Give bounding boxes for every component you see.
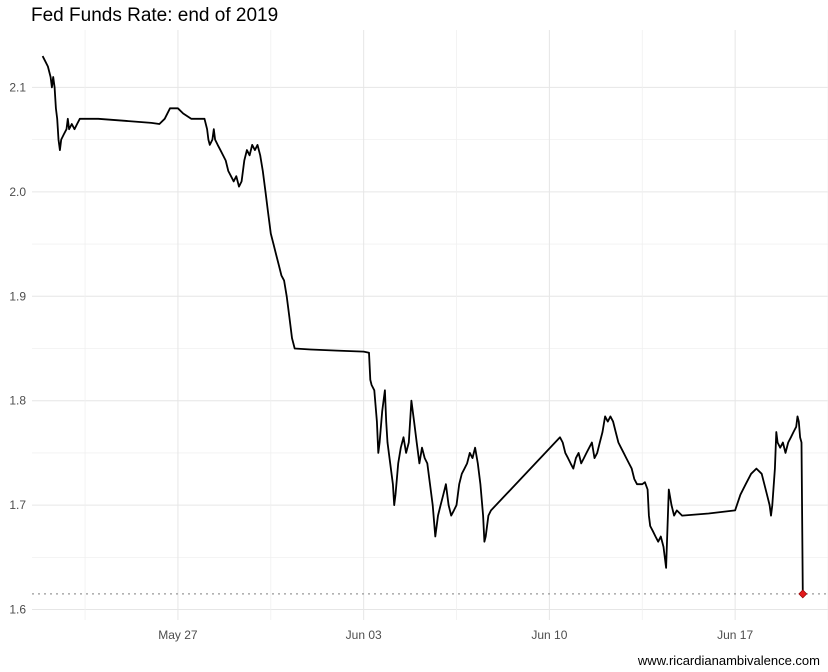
y-tick-label: 2.0 — [9, 185, 26, 199]
y-tick-label: 2.1 — [9, 80, 26, 94]
source-caption: www.ricardianambivalence.com — [637, 653, 820, 668]
x-tick-label: Jun 10 — [531, 628, 567, 642]
y-tick-label: 1.7 — [9, 498, 26, 512]
series-line — [41, 55, 804, 594]
x-axis-tick-labels: May 27 Jun 03 Jun 10 Jun 17 — [158, 628, 753, 642]
end-point-marker — [798, 589, 808, 599]
end-point-diamond — [798, 589, 808, 599]
y-tick-label: 1.8 — [9, 394, 26, 408]
y-axis-tick-labels: 1.6 1.7 1.8 1.9 2.0 2.1 — [9, 80, 26, 616]
x-tick-label: May 27 — [158, 628, 198, 642]
y-tick-label: 1.9 — [9, 289, 26, 303]
gridlines — [32, 30, 828, 620]
x-tick-label: Jun 03 — [346, 628, 382, 642]
y-tick-label: 1.6 — [9, 603, 26, 617]
chart-title: Fed Funds Rate: end of 2019 — [31, 5, 279, 26]
x-tick-label: Jun 17 — [717, 628, 753, 642]
